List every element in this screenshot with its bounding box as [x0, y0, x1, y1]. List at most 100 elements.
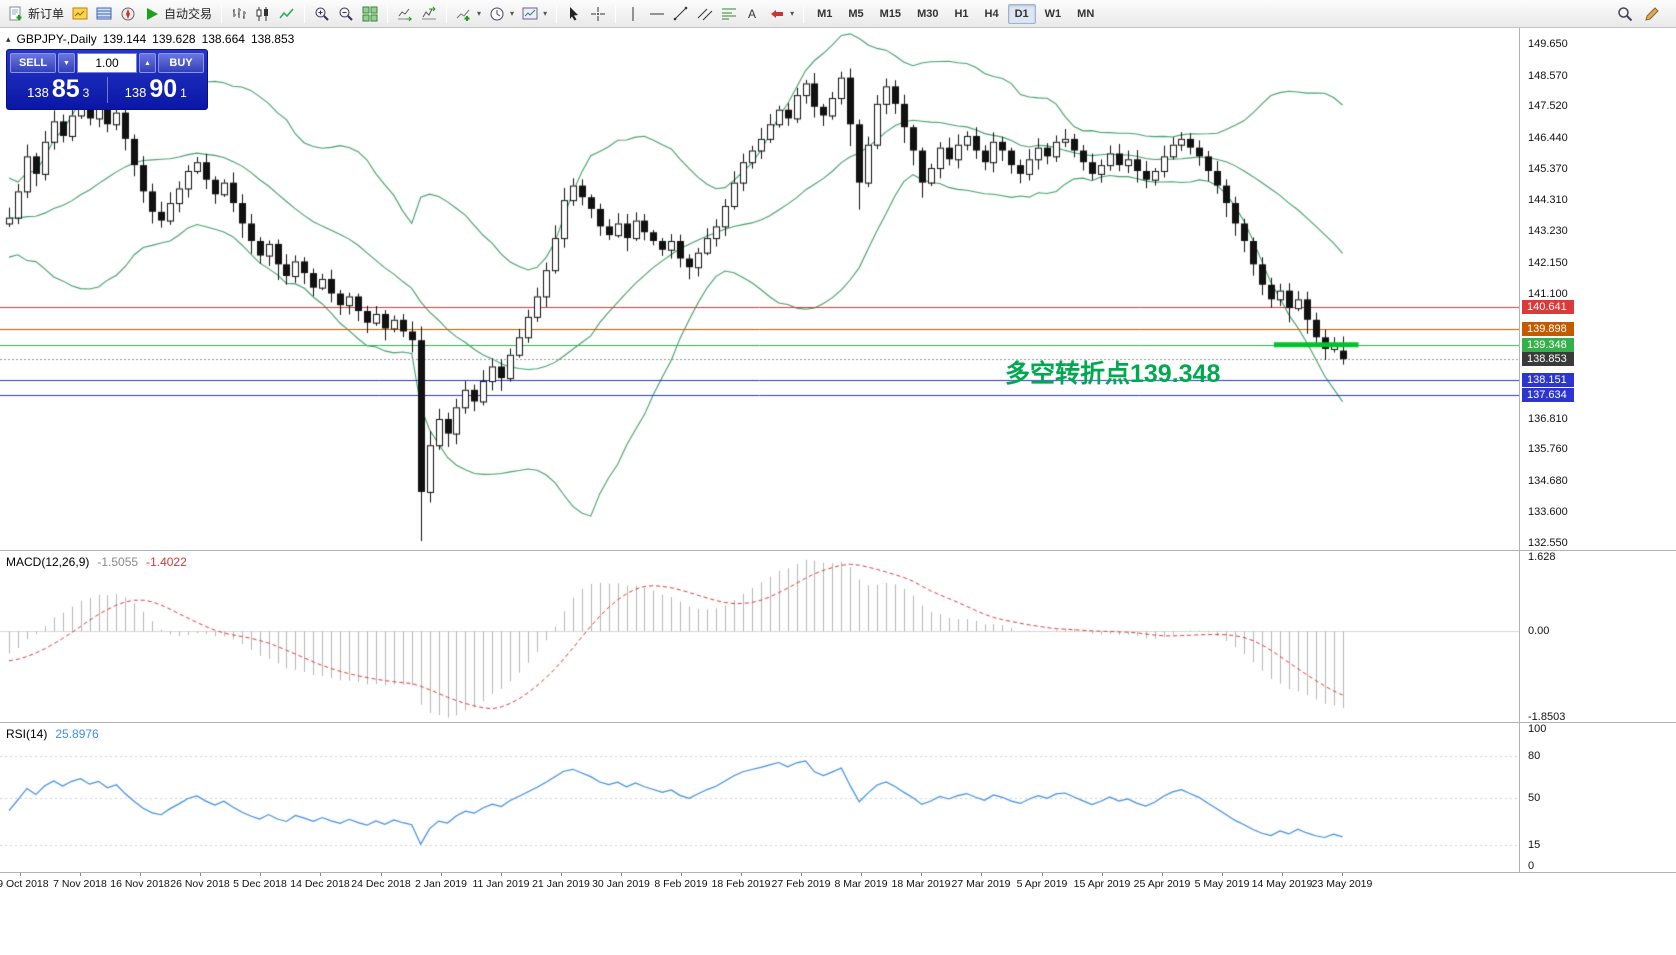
- price-line-badge: 138.853: [1522, 352, 1574, 367]
- time-tick: [260, 873, 261, 876]
- rsi-axis[interactable]: 100 80 50 15 0: [1519, 723, 1676, 872]
- tf-d1[interactable]: D1: [1007, 3, 1036, 24]
- pivot-annotation-text[interactable]: 多空转折点139.348: [1005, 360, 1221, 388]
- indicators-icon[interactable]: ▾: [452, 3, 485, 25]
- periods-icon[interactable]: ▾: [485, 3, 518, 25]
- price-line-badge: 139.348: [1522, 337, 1574, 352]
- date-label: 8 Mar 2019: [834, 878, 888, 890]
- tf-m15[interactable]: M15: [879, 7, 902, 20]
- panel-splitter[interactable]: [0, 872, 1676, 873]
- edit-icon[interactable]: [1640, 3, 1664, 25]
- price-tick: 135.760: [1528, 443, 1568, 456]
- rsi-value: 25.8976: [55, 727, 99, 741]
- main-chart-canvas[interactable]: [0, 28, 1519, 550]
- buy-price-pip: 1: [180, 86, 187, 100]
- time-tick: [1042, 873, 1043, 876]
- tf-m5[interactable]: M5: [848, 7, 864, 20]
- time-tick: [80, 873, 81, 876]
- chevron-down-icon: ▾: [543, 9, 548, 18]
- date-label: 29 Oct 2018: [0, 878, 49, 890]
- date-label: 30 Jan 2019: [592, 878, 650, 890]
- sell-price[interactable]: 138 85 3: [10, 77, 107, 102]
- toolbar-separator: [615, 4, 617, 23]
- panel-splitter[interactable]: [0, 550, 1676, 551]
- date-label: 18 Feb 2019: [711, 878, 771, 890]
- sell-button[interactable]: SELL: [10, 53, 56, 73]
- navigator-icon[interactable]: [116, 3, 140, 25]
- chart-shift-icon[interactable]: [417, 3, 441, 25]
- autotrading-button-label: 自动交易: [164, 7, 213, 21]
- market-watch-icon[interactable]: [68, 3, 92, 25]
- channel-icon[interactable]: [693, 3, 717, 25]
- price-line-badge: 138.151: [1522, 372, 1574, 387]
- trendline-icon[interactable]: [669, 3, 693, 25]
- time-tick: [381, 873, 382, 876]
- rsi-name: RSI(14): [6, 727, 48, 741]
- collapse-icon[interactable]: ▴: [6, 33, 11, 44]
- chart-window: 149.650 148.570 147.520 146.440 145.370 144.3…: [0, 28, 1676, 955]
- price-tick: 141.100: [1528, 287, 1568, 300]
- auto-scroll-icon[interactable]: [393, 3, 417, 25]
- volume-up-stepper[interactable]: ▲: [139, 53, 156, 73]
- sell-price-pip: 3: [82, 86, 90, 100]
- text-icon[interactable]: A: [741, 3, 765, 25]
- date-label: 5 Apr 2019: [1016, 878, 1068, 890]
- data-window-icon[interactable]: [92, 3, 116, 25]
- volume-input[interactable]: [77, 53, 137, 73]
- bar-chart-icon[interactable]: [227, 3, 251, 25]
- macd-panel: 1.628 0.00 -1.8503 MACD(12,26,9) -1.5055 -…: [0, 551, 1676, 723]
- tf-m1[interactable]: M1: [817, 7, 833, 20]
- tf-h4[interactable]: H4: [984, 7, 999, 20]
- fibonacci-icon[interactable]: [717, 3, 741, 25]
- rsi-canvas[interactable]: [0, 723, 1519, 872]
- vertical-line-icon[interactable]: [621, 3, 645, 25]
- macd-signal-value: -1.4022: [146, 555, 187, 569]
- macd-canvas[interactable]: [0, 551, 1519, 722]
- search-icon[interactable]: [1613, 3, 1637, 25]
- date-label: 26 Nov 2018: [170, 878, 230, 890]
- price-line-badge: 140.641: [1522, 299, 1574, 314]
- zoom-out-icon[interactable]: [334, 3, 358, 25]
- templates-icon[interactable]: ▾: [518, 3, 551, 25]
- price-tick: 134.680: [1528, 474, 1568, 487]
- zoom-in-icon[interactable]: [310, 3, 334, 25]
- macd-tick: 1.628: [1528, 551, 1556, 563]
- horizontal-line-icon[interactable]: [645, 3, 669, 25]
- sell-dropdown[interactable]: ▼: [58, 53, 75, 73]
- crosshair-icon[interactable]: [586, 3, 610, 25]
- new-order-button[interactable]: 新订单: [4, 2, 68, 25]
- tile-windows-icon[interactable]: [358, 3, 382, 25]
- time-tick: [741, 873, 742, 876]
- price-tick: 132.550: [1528, 536, 1568, 549]
- tf-w1[interactable]: W1: [1044, 7, 1062, 20]
- price-tick: 144.310: [1528, 193, 1568, 206]
- toolbar-separator: [556, 4, 558, 23]
- arrows-icon[interactable]: ▾: [765, 3, 798, 25]
- tf-m30[interactable]: M30: [917, 7, 939, 20]
- symbol-period-label: GBPJPY-,Daily: [16, 32, 97, 46]
- chevron-up-icon: ▲: [144, 59, 151, 67]
- macd-axis[interactable]: 1.628 0.00 -1.8503: [1519, 551, 1676, 723]
- buy-price[interactable]: 138 90 1: [108, 77, 205, 102]
- candlestick-chart-icon[interactable]: [251, 3, 275, 25]
- rsi-tick: 0: [1528, 860, 1535, 872]
- autotrading-button[interactable]: 自动交易: [140, 2, 216, 25]
- buy-button[interactable]: BUY: [158, 53, 204, 73]
- cursor-icon[interactable]: [562, 3, 586, 25]
- date-label: 8 Feb 2019: [654, 878, 708, 890]
- price-tick: 148.570: [1528, 69, 1568, 82]
- line-chart-icon[interactable]: [275, 3, 299, 25]
- chevron-down-icon: ▼: [63, 59, 70, 67]
- price-axis[interactable]: 149.650 148.570 147.520 146.440 145.370 144.3…: [1519, 28, 1676, 550]
- price-tick: 146.440: [1528, 131, 1568, 144]
- tf-mn[interactable]: MN: [1077, 7, 1095, 20]
- low-value: 138.664: [201, 32, 245, 46]
- time-tick: [681, 873, 682, 876]
- panel-splitter[interactable]: [0, 722, 1676, 723]
- tf-h1[interactable]: H1: [954, 7, 969, 20]
- open-value: 139.144: [102, 32, 147, 46]
- toolbar-left: 新订单 自动交易 ▾ ▾ ▾ A ▾ M1 M5 M15 M30 H1 H4 D1 W1 MN: [4, 2, 1102, 25]
